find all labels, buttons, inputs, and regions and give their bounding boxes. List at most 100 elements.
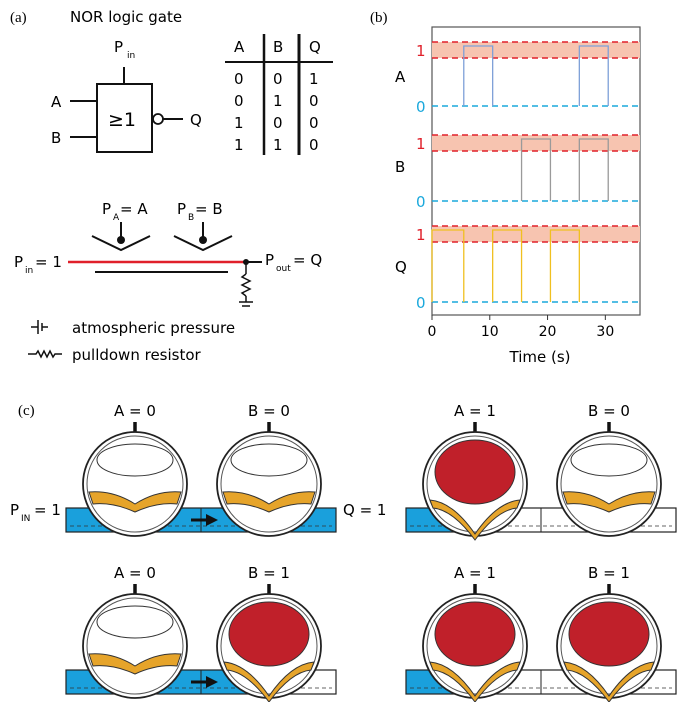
pressurized-chamber [434, 439, 516, 505]
pb-sub: B [188, 213, 194, 223]
valve-housing-inner [220, 597, 318, 695]
x-tick-label: 0 [428, 324, 437, 340]
relaxed-membrane [88, 491, 182, 513]
pulldown-resistor-legend-icon [28, 349, 62, 359]
valve-housing-inner [220, 435, 318, 533]
deflected-membrane [223, 661, 315, 702]
tt-cell: 0 [309, 92, 319, 110]
signal-pulse-a [578, 45, 609, 106]
x-tick-label: 10 [481, 324, 499, 340]
signal-pulse-b [578, 138, 609, 201]
pb-rest: = B [195, 200, 223, 218]
chart-frame [431, 26, 641, 316]
tt-cell: 0 [309, 136, 319, 154]
pressurized-chamber [228, 601, 310, 667]
tt-cell: 1 [309, 70, 319, 88]
pout-sub: out [276, 264, 291, 274]
valve-states: A = 0 B = 0 A = 1 B = 0 A = 0 B = 1 A = 1 B = 1 [65, 402, 677, 702]
q-output-label: Q = 1 [343, 501, 386, 519]
relaxed-membrane [222, 491, 316, 513]
pa-rest: = A [120, 200, 148, 218]
truth-table: A B Q 0 0 1 0 1 0 1 0 0 1 1 0 [225, 34, 333, 155]
chamber [570, 443, 648, 477]
valve-housing-inner [560, 597, 658, 695]
channel-label-b: B [395, 158, 405, 176]
valve-state: A = 0 B = 1 [65, 564, 337, 702]
panel-a-label: (a) [10, 10, 27, 26]
level-low-label: 0 [416, 98, 426, 116]
valve-state: A = 1 B = 1 [405, 564, 677, 702]
chamber [230, 443, 308, 477]
panel-a-title: NOR logic gate [70, 8, 182, 26]
valve-housing-inner [426, 435, 524, 533]
pout-rest: = Q [293, 251, 322, 269]
relaxed-membrane [562, 491, 656, 513]
valve-housing-inner [86, 435, 184, 533]
signal-pulse-q [492, 229, 523, 302]
input-b-state-label: B = 1 [248, 564, 290, 582]
panel-b-label: (b) [370, 10, 388, 26]
gate-pin-label: P [114, 38, 123, 56]
gate-inverter-bubble [152, 113, 164, 125]
membrane-a-symbol [91, 235, 151, 252]
gate-input-a: A [51, 93, 62, 111]
tt-cell: 0 [309, 114, 319, 132]
input-a-state-label: A = 1 [454, 402, 496, 420]
tt-header-a: A [234, 38, 245, 56]
pressurized-chamber [568, 601, 650, 667]
atmospheric-pressure-icon [31, 320, 48, 334]
pa-sub: A [113, 213, 120, 223]
input-a-state-label: A = 0 [114, 402, 156, 420]
pb-label: P [177, 200, 186, 218]
membrane-b-symbol [173, 235, 233, 252]
nor-gate: P in A B ≥1 Q [51, 38, 202, 153]
panel-c-label: (c) [18, 403, 35, 419]
pin-c-rest: = 1 [34, 501, 61, 519]
tt-cell: 0 [273, 114, 283, 132]
pneumatic-circuit: P A = A P B = B P in = 1 P out = Q [14, 200, 322, 307]
relaxed-membrane [88, 653, 182, 675]
level-high-label: 1 [416, 226, 426, 244]
tt-cell: 1 [234, 136, 244, 154]
signal-pulse-b [520, 138, 552, 201]
valve-housing-inner [560, 435, 658, 533]
pin-rest: = 1 [35, 253, 62, 271]
gate-body [96, 83, 153, 153]
deflected-membrane [429, 499, 521, 541]
tt-cell: 0 [234, 92, 244, 110]
flow-arrowhead-icon [206, 676, 218, 688]
gate-symbol: ≥1 [108, 109, 136, 131]
tt-header-q: Q [309, 38, 321, 56]
input-a-state-label: A = 0 [114, 564, 156, 582]
x-axis-label: Time (s) [509, 348, 571, 366]
deflected-membrane [429, 661, 521, 702]
level-low-label: 0 [416, 294, 426, 312]
input-b-state-label: B = 0 [588, 402, 630, 420]
channel-label-a: A [395, 68, 406, 86]
legend-pulldown: pulldown resistor [72, 346, 202, 364]
circuit-legend: atmospheric pressure pulldown resistor [28, 319, 235, 364]
channel-label-q: Q [395, 258, 407, 276]
legend-atmospheric: atmospheric pressure [72, 319, 235, 337]
pressurized-chamber [434, 601, 516, 667]
pa-label: P [102, 200, 111, 218]
gate-input-b: B [51, 129, 61, 147]
pulldown-resistor-icon [239, 262, 253, 307]
x-tick-label: 20 [539, 324, 557, 340]
signal-pulse-q [549, 229, 580, 302]
high-level-band [432, 226, 640, 242]
valve-housing-inner [86, 597, 184, 695]
tt-cell: 1 [273, 92, 283, 110]
chamber [96, 443, 174, 477]
tt-cell: 0 [273, 70, 283, 88]
x-tick-label: 30 [596, 324, 614, 340]
deflected-membrane [563, 661, 655, 702]
valve-state: A = 0 B = 0 [65, 402, 337, 537]
input-a-state-label: A = 1 [454, 564, 496, 582]
level-low-label: 0 [416, 193, 426, 211]
tt-cell: 1 [273, 136, 283, 154]
input-b-state-label: B = 0 [248, 402, 290, 420]
pout-label: P [265, 251, 274, 269]
